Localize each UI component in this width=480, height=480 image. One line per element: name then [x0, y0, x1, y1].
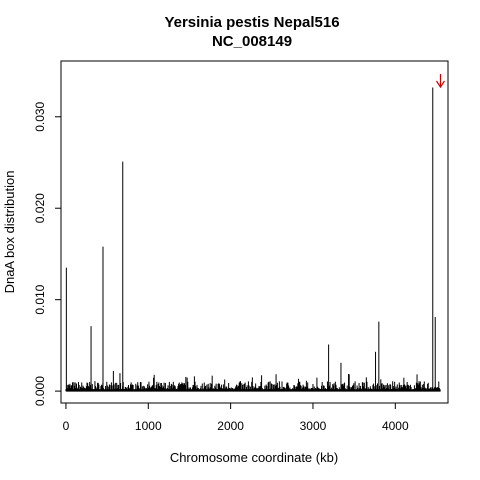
x-axis-label: Chromosome coordinate (kb)	[170, 450, 338, 465]
y-axis: 0.000 0.010 0.020 0.030	[33, 101, 62, 406]
y-tick-label: 0.030	[33, 101, 47, 131]
marker-layer	[435, 74, 445, 89]
x-tick-label: 3000	[300, 419, 327, 433]
chart-title: Yersinia pestis Nepal516	[164, 14, 339, 31]
y-tick-label: 0.000	[33, 376, 47, 406]
x-axis: 0 1000 2000 3000 4000	[63, 402, 409, 433]
x-tick-label: 1000	[135, 419, 162, 433]
y-tick-label: 0.010	[33, 284, 47, 314]
arrow-down-icon	[435, 80, 445, 89]
x-tick-label: 0	[63, 419, 70, 433]
x-tick-label: 4000	[382, 419, 409, 433]
y-axis-label: DnaA box distribution	[2, 171, 17, 294]
chart-subtitle: NC_008149	[212, 33, 292, 50]
y-tick-label: 0.020	[33, 193, 47, 223]
plot-frame	[60, 60, 449, 404]
bars-layer	[65, 87, 441, 392]
x-tick-label: 2000	[217, 419, 244, 433]
